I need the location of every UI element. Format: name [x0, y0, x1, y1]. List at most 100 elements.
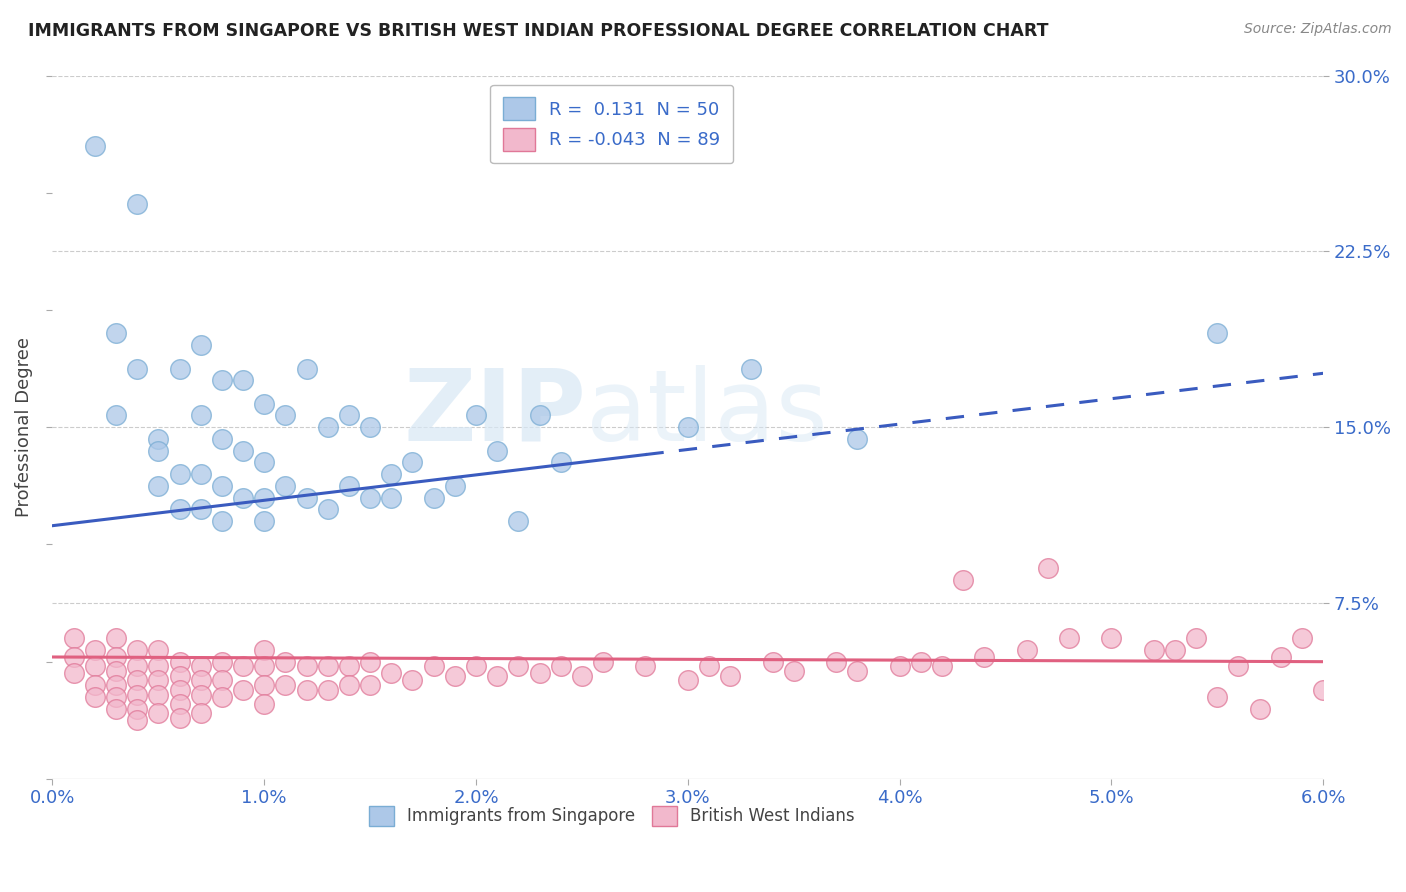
Text: atlas: atlas — [586, 365, 828, 462]
Point — [104, 632, 127, 646]
Point — [444, 669, 467, 683]
Point — [761, 655, 783, 669]
Text: Source: ZipAtlas.com: Source: ZipAtlas.com — [1244, 22, 1392, 37]
Point — [127, 197, 149, 211]
Point — [401, 455, 423, 469]
Point — [1143, 643, 1166, 657]
Point — [148, 432, 170, 446]
Point — [169, 467, 191, 482]
Point — [295, 659, 318, 673]
Point — [190, 673, 212, 688]
Point — [316, 682, 339, 697]
Point — [316, 420, 339, 434]
Point — [104, 409, 127, 423]
Point — [104, 326, 127, 341]
Point — [232, 373, 254, 387]
Text: ZIP: ZIP — [404, 365, 586, 462]
Point — [104, 664, 127, 678]
Point — [253, 697, 276, 711]
Point — [169, 502, 191, 516]
Point — [148, 479, 170, 493]
Point — [274, 409, 297, 423]
Point — [508, 514, 530, 528]
Point — [718, 669, 741, 683]
Point — [359, 420, 381, 434]
Point — [910, 655, 932, 669]
Point — [169, 361, 191, 376]
Y-axis label: Professional Degree: Professional Degree — [15, 337, 32, 517]
Point — [104, 690, 127, 704]
Point — [1249, 701, 1271, 715]
Point — [676, 673, 699, 688]
Point — [211, 373, 233, 387]
Point — [465, 409, 488, 423]
Point — [83, 690, 105, 704]
Point — [592, 655, 614, 669]
Point — [486, 669, 509, 683]
Point — [169, 711, 191, 725]
Point — [190, 659, 212, 673]
Text: IMMIGRANTS FROM SINGAPORE VS BRITISH WEST INDIAN PROFESSIONAL DEGREE CORRELATION: IMMIGRANTS FROM SINGAPORE VS BRITISH WES… — [28, 22, 1049, 40]
Point — [253, 514, 276, 528]
Point — [62, 632, 84, 646]
Point — [190, 467, 212, 482]
Point — [359, 655, 381, 669]
Point — [337, 409, 360, 423]
Point — [1185, 632, 1208, 646]
Point — [1057, 632, 1080, 646]
Point — [83, 659, 105, 673]
Point — [1312, 682, 1334, 697]
Point — [634, 659, 657, 673]
Point — [190, 502, 212, 516]
Point — [104, 650, 127, 665]
Point — [1227, 659, 1250, 673]
Point — [274, 678, 297, 692]
Point — [1099, 632, 1122, 646]
Point — [190, 706, 212, 721]
Point — [380, 666, 402, 681]
Point — [337, 678, 360, 692]
Point — [62, 666, 84, 681]
Point — [571, 669, 593, 683]
Point — [486, 443, 509, 458]
Point — [1270, 650, 1292, 665]
Point — [316, 659, 339, 673]
Point — [190, 688, 212, 702]
Point — [1291, 632, 1313, 646]
Point — [825, 655, 848, 669]
Point — [274, 479, 297, 493]
Point — [190, 338, 212, 352]
Point — [359, 491, 381, 505]
Point — [697, 659, 720, 673]
Point — [127, 673, 149, 688]
Point — [148, 659, 170, 673]
Point — [104, 701, 127, 715]
Point — [83, 139, 105, 153]
Point — [295, 682, 318, 697]
Point — [211, 673, 233, 688]
Point — [1206, 690, 1229, 704]
Point — [148, 688, 170, 702]
Point — [444, 479, 467, 493]
Point — [211, 479, 233, 493]
Point — [465, 659, 488, 673]
Point — [169, 682, 191, 697]
Point — [253, 643, 276, 657]
Point — [889, 659, 911, 673]
Point — [846, 432, 869, 446]
Point — [846, 664, 869, 678]
Point — [359, 678, 381, 692]
Point — [232, 682, 254, 697]
Point — [127, 714, 149, 728]
Point — [337, 479, 360, 493]
Point — [1206, 326, 1229, 341]
Point — [148, 443, 170, 458]
Point — [253, 659, 276, 673]
Point — [232, 491, 254, 505]
Point — [127, 643, 149, 657]
Point — [529, 409, 551, 423]
Point — [380, 491, 402, 505]
Point — [169, 697, 191, 711]
Point — [253, 491, 276, 505]
Point — [422, 491, 444, 505]
